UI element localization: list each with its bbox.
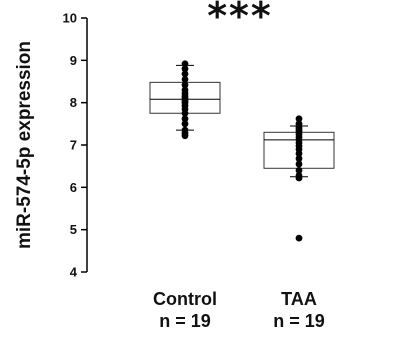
category-n-taa: n = 19 xyxy=(273,311,325,331)
data-point-control-19 xyxy=(181,60,189,68)
data-point-control-3 xyxy=(181,126,189,134)
data-point-control-14 xyxy=(181,86,189,94)
y-tick-label-7: 7 xyxy=(70,138,77,153)
category-label-control: Control xyxy=(153,289,217,309)
category-n-control: n = 19 xyxy=(159,311,211,331)
significance-annotation: *** xyxy=(207,0,273,38)
data-point-taa-18 xyxy=(295,120,303,128)
y-tick-label-9: 9 xyxy=(70,53,77,68)
category-control: Control n = 19 xyxy=(125,288,245,332)
data-point-taa-19 xyxy=(295,115,303,123)
category-label-taa: TAA xyxy=(281,289,317,309)
y-tick-label-10: 10 xyxy=(63,11,77,26)
data-point-taa-6 xyxy=(295,155,303,162)
data-point-control-5 xyxy=(181,115,189,123)
data-point-taa-3 xyxy=(295,172,303,179)
data-point-taa-4 xyxy=(295,167,303,174)
data-point-taa-1 xyxy=(295,234,303,242)
data-point-control-4 xyxy=(181,120,189,128)
y-tick-label-6: 6 xyxy=(70,180,77,195)
data-point-taa-5 xyxy=(295,160,303,168)
data-point-control-17 xyxy=(181,70,189,78)
y-tick-label-4: 4 xyxy=(70,265,78,280)
data-point-control-18 xyxy=(181,65,189,73)
y-tick-label-5: 5 xyxy=(70,222,77,237)
y-tick-label-8: 8 xyxy=(70,95,77,110)
data-point-control-16 xyxy=(181,75,189,83)
data-point-control-15 xyxy=(181,81,189,89)
category-taa: TAA n = 19 xyxy=(239,288,359,332)
